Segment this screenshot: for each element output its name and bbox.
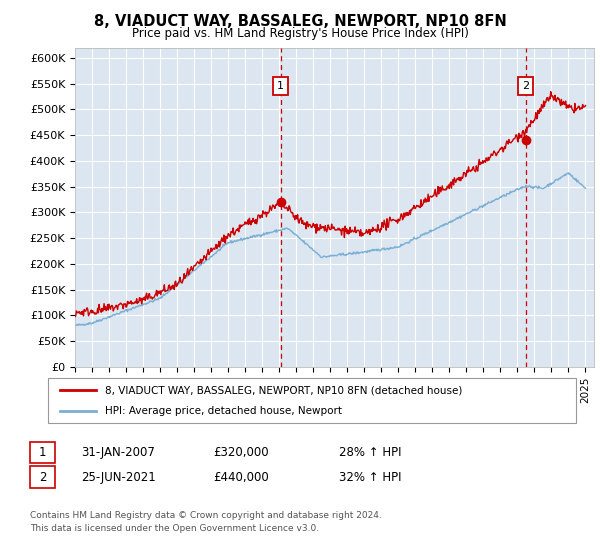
Text: 1: 1 bbox=[39, 446, 46, 459]
Text: 32% ↑ HPI: 32% ↑ HPI bbox=[339, 470, 401, 484]
Text: 25-JUN-2021: 25-JUN-2021 bbox=[81, 470, 156, 484]
Text: HPI: Average price, detached house, Newport: HPI: Average price, detached house, Newp… bbox=[105, 405, 342, 416]
Text: Price paid vs. HM Land Registry's House Price Index (HPI): Price paid vs. HM Land Registry's House … bbox=[131, 27, 469, 40]
Text: This data is licensed under the Open Government Licence v3.0.: This data is licensed under the Open Gov… bbox=[30, 524, 319, 533]
Text: 8, VIADUCT WAY, BASSALEG, NEWPORT, NP10 8FN: 8, VIADUCT WAY, BASSALEG, NEWPORT, NP10 … bbox=[94, 14, 506, 29]
Text: £320,000: £320,000 bbox=[213, 446, 269, 459]
Text: Contains HM Land Registry data © Crown copyright and database right 2024.: Contains HM Land Registry data © Crown c… bbox=[30, 511, 382, 520]
Text: 2: 2 bbox=[39, 470, 46, 484]
Text: 1: 1 bbox=[277, 81, 284, 91]
Text: £440,000: £440,000 bbox=[213, 470, 269, 484]
Text: 2: 2 bbox=[522, 81, 529, 91]
Text: 28% ↑ HPI: 28% ↑ HPI bbox=[339, 446, 401, 459]
Text: 31-JAN-2007: 31-JAN-2007 bbox=[81, 446, 155, 459]
Text: 8, VIADUCT WAY, BASSALEG, NEWPORT, NP10 8FN (detached house): 8, VIADUCT WAY, BASSALEG, NEWPORT, NP10 … bbox=[105, 385, 463, 395]
